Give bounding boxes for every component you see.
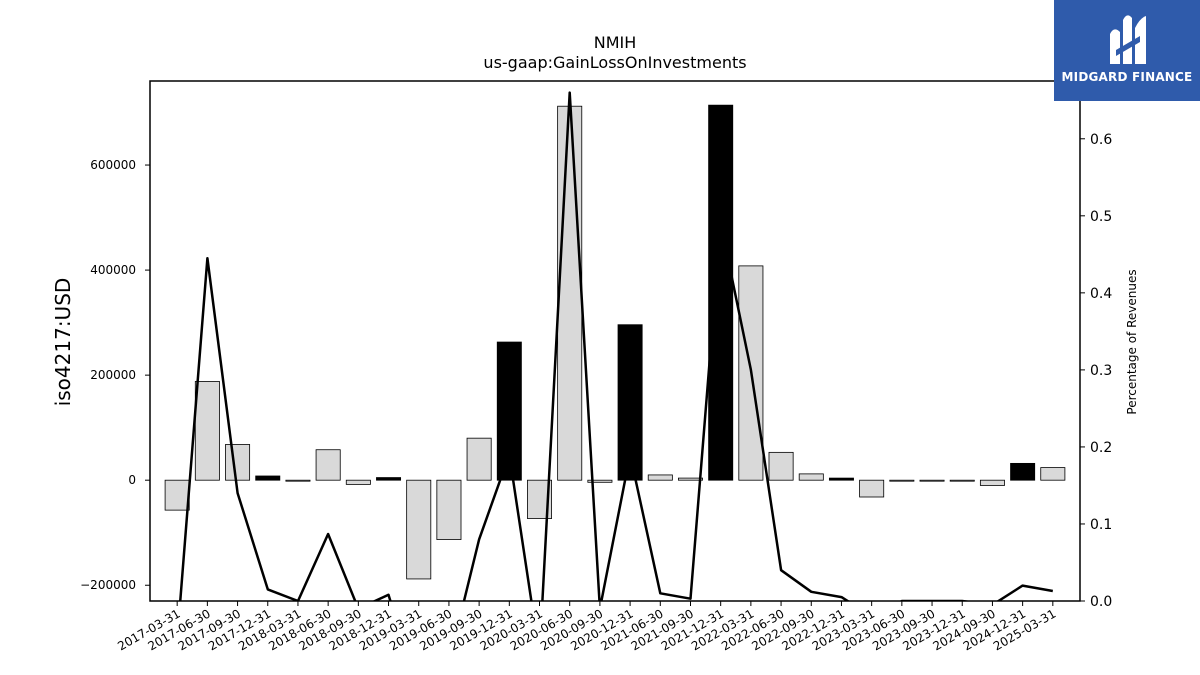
y2-tick-label: 0.6 [1090,132,1112,148]
bar-2021-09-30 [678,477,703,481]
bar-2022-12-31 [828,477,854,481]
bar-2023-12-31 [949,479,975,482]
y-tick-label: 400000 [90,263,136,277]
bar-2023-09-30 [919,479,945,482]
y-tick-label: 200000 [90,368,136,382]
axes: −200000 0 200000 400000 600000 0.0 0.1 0.2 0.3 0.… [80,80,1112,653]
y2-tick-label: 0.5 [1090,209,1112,225]
bar-2022-06-30 [768,451,794,481]
y-tick-label: 600000 [90,158,136,172]
bar-2024-09-30 [979,479,1005,486]
bar-2021-06-30 [647,474,673,481]
bar-2020-06-30 [557,105,583,481]
chart-subtitle: us-gaap:GainLossOnInvestments [483,53,746,72]
logo-mark-icon [1110,15,1146,64]
bar-2024-12-31 [1010,462,1036,481]
y2-tick-label: 0.3 [1090,363,1112,379]
bar-2020-09-30 [587,479,613,483]
logo-text: MIDGARD FINANCE [1061,70,1193,84]
bar-2019-09-30 [466,437,492,481]
plot-area [164,91,1066,601]
bar-2021-12-31 [708,104,734,481]
y-tick-label: −200000 [80,578,136,592]
bar-2019-06-30 [436,479,462,540]
bar-2017-09-30 [225,444,251,481]
bar-2023-06-30 [889,479,915,482]
chart-title: NMIH [594,33,637,52]
bar-2018-06-30 [315,449,341,481]
logo: MIDGARD FINANCE [1054,0,1200,101]
y2-tick-label: 0.4 [1090,286,1112,302]
y2-axis-label: Percentage of Revenues [1125,269,1139,414]
y2-tick-label: 0.0 [1090,594,1112,610]
bar-2018-12-31 [376,477,402,481]
revenue-percentage-line [178,91,1054,601]
y-axis-label: iso4217:USD [51,278,75,407]
bar-2025-03-31 [1040,467,1066,481]
bar-2017-06-30 [194,381,220,481]
bar-2023-03-31 [859,479,885,498]
bar-2018-09-30 [345,479,371,485]
bar-2019-03-31 [406,479,432,580]
y-tick-label: 0 [128,473,136,487]
plot-frame [149,80,1081,602]
bar-2022-09-30 [798,473,824,481]
bar-2017-03-31 [164,479,190,511]
bar-2017-12-31 [255,475,281,481]
bar-2018-03-31 [285,479,311,482]
y2-tick-label: 0.2 [1090,440,1112,456]
y2-tick-label: 0.1 [1090,517,1112,533]
